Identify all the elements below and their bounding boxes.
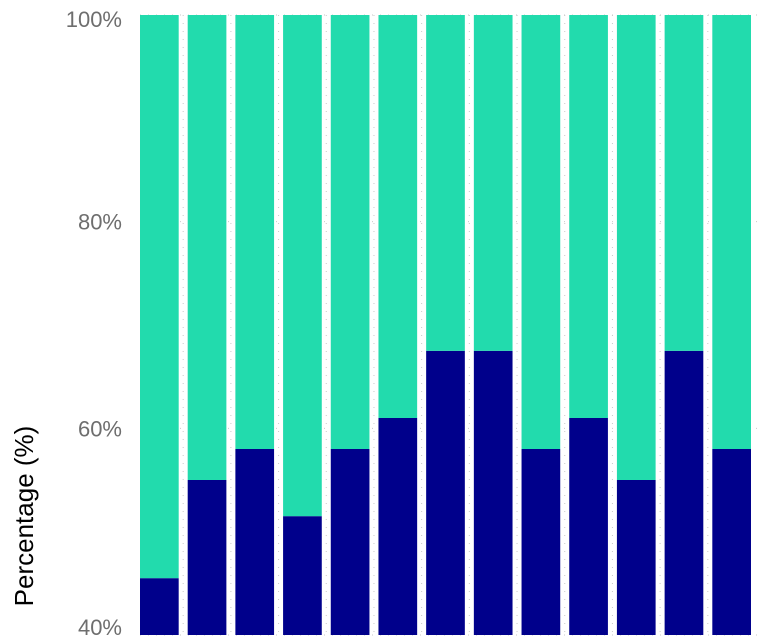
bar-segment-1-1 [140,578,179,635]
y-tick-label: 100% [66,7,122,32]
bar-segment-2-12 [664,15,704,351]
bar-segment-2-4 [283,15,322,517]
bar-segment-1-9 [521,449,561,635]
bar-segment-1-7 [426,350,465,635]
bar-segment-1-8 [473,350,513,635]
bar-segment-2-13 [712,15,751,449]
bar-segment-1-5 [330,449,370,635]
y-tick-label: 80% [78,210,122,235]
bar-segment-1-3 [235,449,275,635]
bar-segment-1-13 [712,449,751,635]
y-tick-label: 60% [78,416,122,441]
bar-segment-1-4 [283,516,322,635]
bar-segment-2-8 [473,15,513,351]
bar-segment-2-5 [330,15,370,449]
bar-segment-2-7 [426,15,465,351]
bar-segment-1-12 [664,350,704,635]
bar-segment-2-10 [569,15,608,418]
bar-segment-2-3 [235,15,275,449]
bar-segment-1-11 [616,480,656,635]
bar-segment-1-6 [378,418,418,635]
y-axis-title: Percentage (%) [9,426,39,607]
bar-segment-2-11 [616,15,656,480]
y-tick-layer: 40% 60% 80% 100% [66,7,122,640]
y-tick-label: 40% [78,615,122,640]
bar-segment-2-1 [140,15,179,579]
bar-segment-2-6 [378,15,418,418]
bar-segment-2-2 [187,15,227,480]
bar-segment-2-9 [521,15,561,449]
bar-segment-1-2 [187,480,227,635]
bar-layer [140,15,751,635]
bar-segment-1-10 [569,418,608,635]
